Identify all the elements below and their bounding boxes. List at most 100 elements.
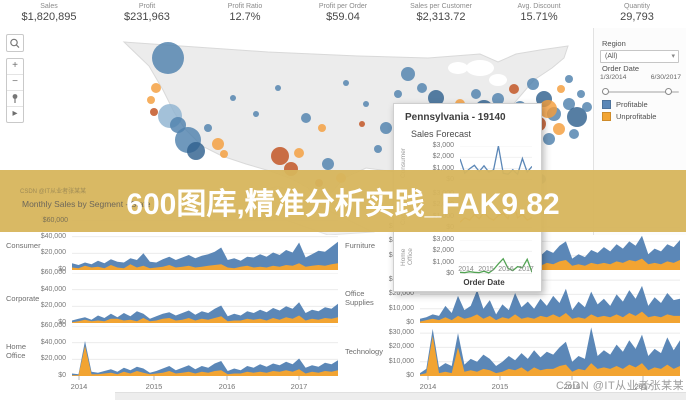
year-label: 2015 (491, 382, 509, 391)
map-bubble[interactable] (543, 133, 555, 145)
kpi-value: $1,820,895 (21, 11, 77, 23)
tooltip-title: Pennsylvania - 19140 (405, 112, 506, 123)
year-label: 2015 (145, 382, 163, 391)
map-bubble[interactable] (557, 85, 565, 93)
map-bubble[interactable] (428, 90, 444, 106)
y-tick-label: $20,000 (388, 343, 414, 351)
map-bubble[interactable] (363, 101, 369, 107)
map-bubble[interactable] (401, 67, 415, 81)
date-end: 6/30/2017 (650, 74, 681, 81)
map-bubble[interactable] (301, 113, 311, 123)
map-bubble[interactable] (187, 142, 205, 160)
year-label: 2014 (419, 382, 437, 391)
kpi-label: Profit (138, 3, 156, 10)
forecast-year-label: 2015 (478, 266, 494, 273)
map-bubble[interactable] (151, 83, 161, 93)
map-bubble[interactable] (253, 111, 259, 117)
map-bubble[interactable] (509, 84, 519, 94)
map-bubble[interactable] (569, 129, 579, 139)
map-bubble[interactable] (230, 95, 236, 101)
map-bubble[interactable] (294, 148, 304, 158)
forecast-sparkline-home-office[interactable] (460, 240, 532, 274)
horizontal-scrollbar[interactable] (115, 392, 686, 400)
kpi-value: 29,793 (620, 11, 654, 23)
y-tick-label: $40,000 (40, 285, 66, 293)
area-chart-row-home-office[interactable] (72, 326, 338, 376)
area-chart-row-technology[interactable] (420, 326, 680, 376)
map-bubble[interactable] (359, 121, 365, 127)
map-bubble[interactable] (380, 122, 392, 134)
map-bubble[interactable] (152, 42, 184, 74)
segment-chart-title: Monthly Sales by Segment - State (22, 199, 151, 209)
kpi-value: $231,963 (124, 11, 170, 23)
map-bubble[interactable] (147, 96, 155, 104)
row-label-corporate: Corporate (6, 293, 40, 303)
slider-handle-end[interactable] (665, 88, 672, 95)
year-label: 2014 (70, 382, 88, 391)
legend-label: Unprofitable (616, 112, 657, 121)
banner-overlay: CSDN @IT从业者张某某 Monthly Sales by Segment … (0, 170, 686, 232)
map-bubble[interactable] (322, 158, 334, 170)
map-bubble[interactable] (539, 100, 557, 118)
kpi-bar: Sales $1,820,895 Profit $231,963 Profit Rati… (0, 0, 686, 28)
forecast-y-tick: $2,000 (432, 247, 454, 255)
map-bubble[interactable] (204, 124, 212, 132)
area-chart-row-office-supplies[interactable] (420, 273, 680, 323)
map-bubble[interactable] (343, 80, 349, 86)
date-slider[interactable] (602, 88, 679, 96)
year-label: 2017 (634, 382, 652, 391)
area-chart-row-corporate[interactable] (72, 273, 338, 323)
area-chart-row-consumer[interactable] (72, 220, 338, 270)
slider-handle-start[interactable] (602, 88, 609, 95)
slider-track[interactable] (602, 91, 679, 93)
legend-item-profitable[interactable]: Profitable (602, 100, 648, 109)
pin-icon (12, 94, 18, 103)
map-bubble[interactable] (271, 147, 289, 165)
map-bubble[interactable] (150, 108, 158, 116)
forecast-y-tick: $3,000 (432, 236, 454, 243)
map-bubble[interactable] (553, 123, 565, 135)
tooltip-xlabel: Order Date (463, 278, 505, 287)
tooltip-subtitle: Sales Forecast (411, 129, 472, 139)
kpi-label: Avg. Discount (517, 3, 561, 10)
map-bubble[interactable] (492, 93, 504, 105)
map-bubble[interactable] (471, 89, 481, 99)
region-label: Region (602, 39, 626, 48)
row-label-furniture: Furniture (345, 240, 376, 250)
map-zoom-controls: + − ▸ (6, 58, 24, 123)
y-tick-label: $0 (58, 266, 66, 273)
map-bubble[interactable] (527, 78, 539, 90)
region-dropdown[interactable]: (All) ▾ (600, 50, 679, 63)
map-bubble[interactable] (318, 124, 326, 132)
y-tick-label: $0 (58, 319, 66, 326)
search-icon (10, 38, 20, 49)
map-bubble[interactable] (212, 138, 224, 150)
map-bubble[interactable] (417, 83, 427, 93)
y-tick-label: $0 (406, 372, 414, 379)
map-bubble[interactable] (275, 85, 281, 91)
zoom-in-button[interactable]: + (7, 59, 23, 75)
legend-item-unprofitable[interactable]: Unprofitable (602, 112, 656, 121)
map-bubble[interactable] (582, 102, 592, 112)
pan-button[interactable]: ▸ (12, 108, 18, 119)
forecast-sparkline-consumer[interactable] (460, 146, 532, 180)
year-label: 2016 (563, 382, 581, 391)
kpi-label: Sales (40, 3, 58, 10)
map-bubble[interactable] (394, 90, 402, 98)
zoom-out-button[interactable]: − (7, 75, 23, 91)
y-tick-label: $10,000 (388, 304, 414, 312)
y-tick-label: $20,000 (40, 302, 66, 310)
kpi-label: Sales per Customer (410, 3, 472, 10)
date-range: 1/3/2014 6/30/2017 (600, 74, 681, 81)
map-bubble[interactable] (374, 145, 382, 153)
kpi-sales-per-customer: Sales per Customer $2,313.72 (392, 0, 490, 28)
y-tick-label: $40,000 (40, 338, 66, 346)
map-search-button[interactable] (6, 34, 24, 52)
map-bubble[interactable] (577, 90, 585, 98)
map-bubble[interactable] (565, 75, 573, 83)
pin-button[interactable] (7, 91, 23, 107)
map-bubble[interactable] (220, 150, 228, 158)
map-bubble[interactable] (567, 107, 587, 127)
